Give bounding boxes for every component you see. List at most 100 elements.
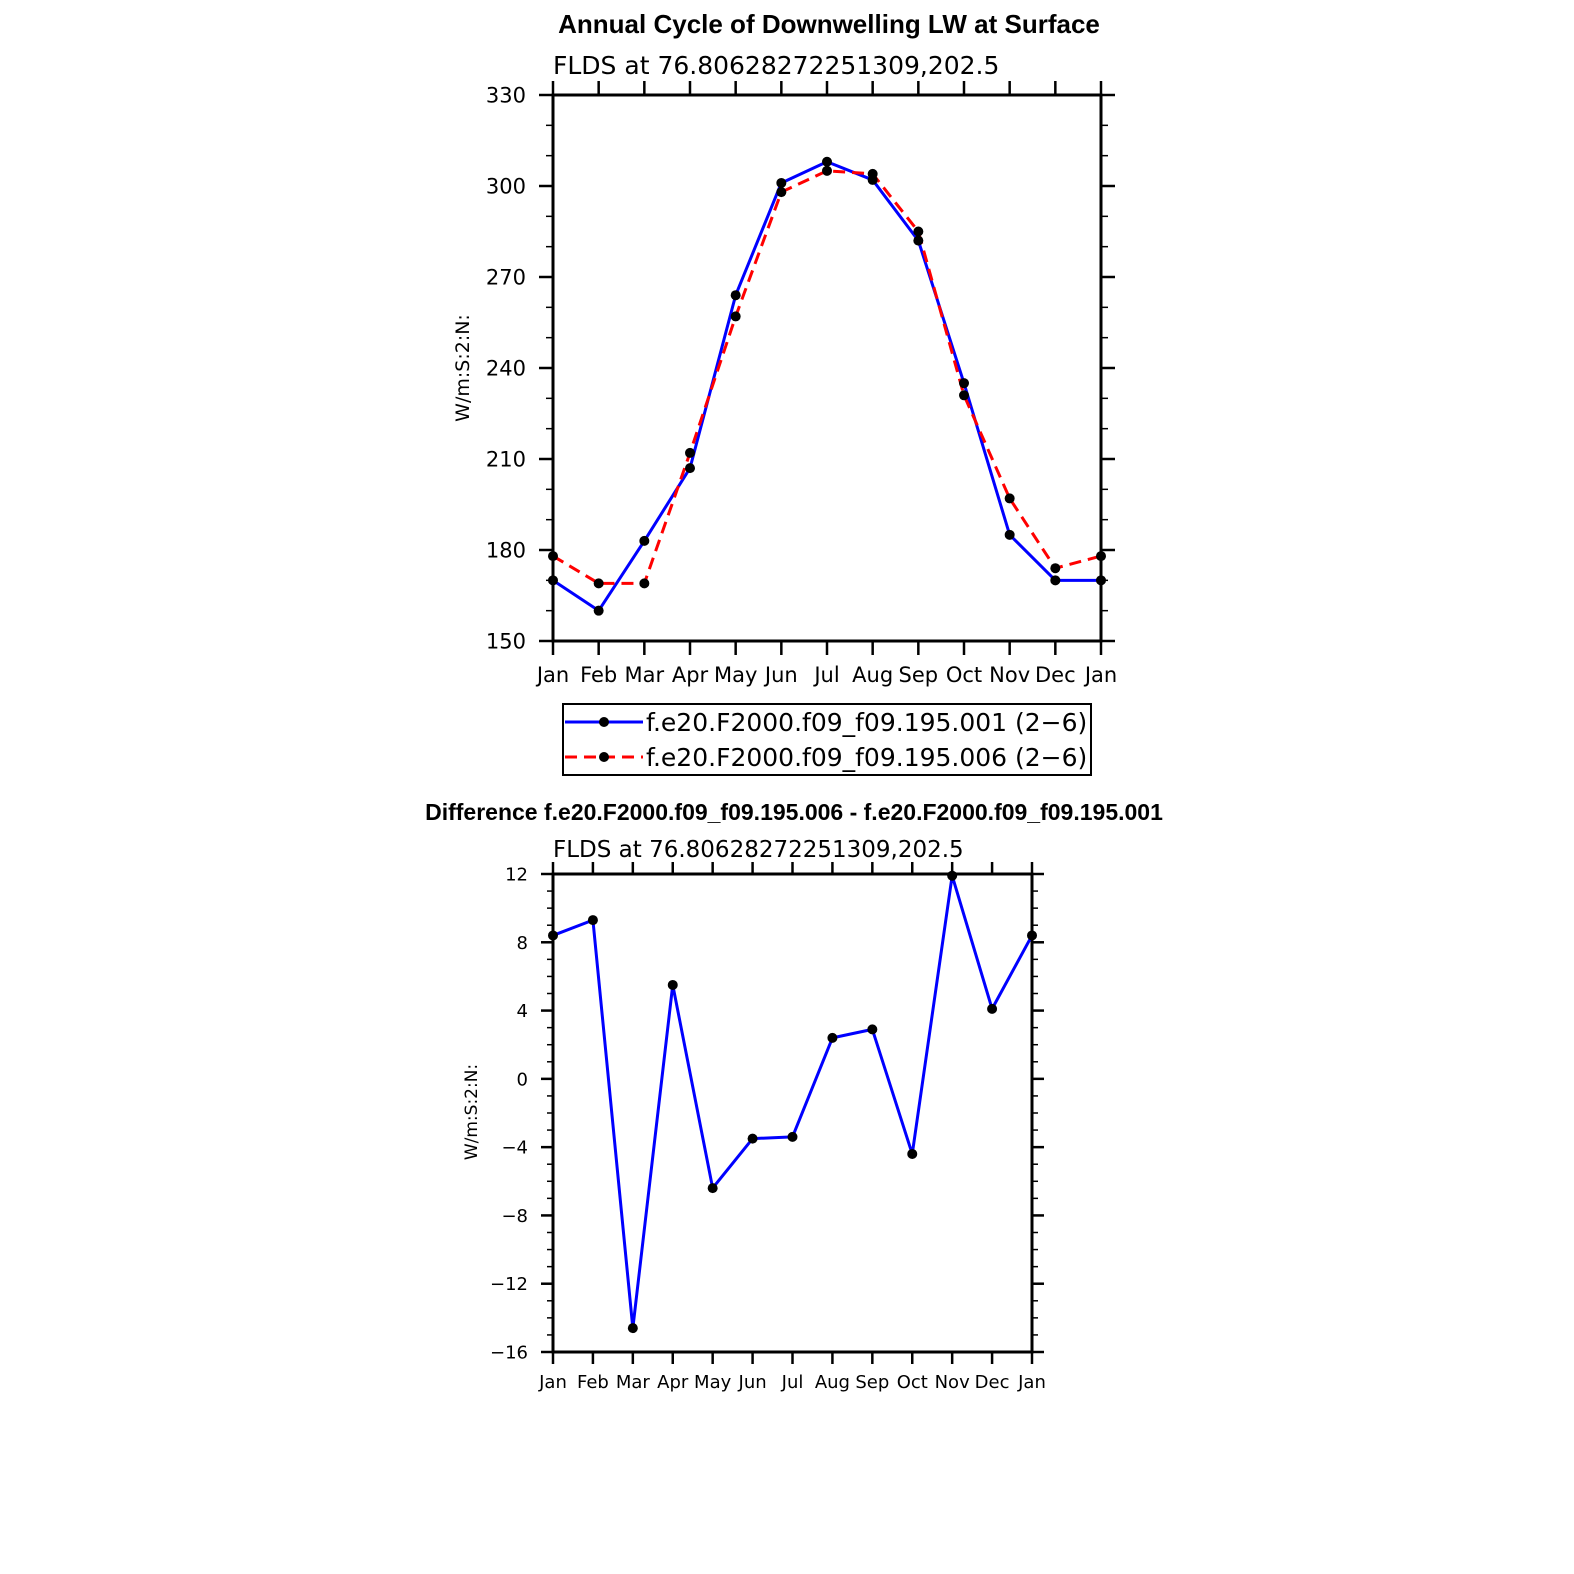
x-tick-label: Aug xyxy=(815,1372,850,1393)
x-tick-label: Jan xyxy=(538,1372,567,1393)
plot-frame xyxy=(551,93,1103,643)
data-point xyxy=(827,1032,838,1043)
y-tick-label: 12 xyxy=(505,864,528,885)
y-tick-label: 330 xyxy=(486,84,526,108)
data-point xyxy=(776,177,787,188)
x-tick-label: Jun xyxy=(738,1372,767,1393)
x-tick-label: Oct xyxy=(897,1372,928,1393)
y-axis-label: W/m:S:2:N: xyxy=(452,314,474,422)
difference-chart: Difference f.e20.F2000.f09_f09.195.006 -… xyxy=(425,799,1163,1393)
x-tick-label: Jul xyxy=(781,1372,804,1393)
legend-label-series-2: f.e20.F2000.f09_f09.195.006 (2−6) xyxy=(646,743,1087,772)
series-line-1 xyxy=(552,874,1034,1330)
data-point xyxy=(1027,930,1037,941)
y-tick-label: 180 xyxy=(486,539,526,563)
axes: Jan Feb Mar Apr May Jun Jul Aug Sep Oct Nov Dec Jan−… xyxy=(490,862,1046,1393)
x-tick-label: Sep xyxy=(855,1372,889,1393)
x-tick-label: Mar xyxy=(616,1372,651,1393)
data-point xyxy=(747,1133,758,1144)
y-tick-label: 300 xyxy=(486,175,526,199)
y-tick-label: −8 xyxy=(501,1206,528,1227)
y-tick-label: −16 xyxy=(490,1342,528,1363)
x-tick-label: Nov xyxy=(989,663,1030,687)
series-lines xyxy=(548,156,1106,616)
data-point xyxy=(639,535,650,546)
legend-marker-series-1 xyxy=(599,717,609,727)
y-tick-label: 0 xyxy=(517,1069,528,1090)
y-tick-label: 8 xyxy=(517,933,528,954)
data-point xyxy=(867,1024,878,1035)
series-line-1 xyxy=(552,160,1101,613)
data-point xyxy=(913,226,924,237)
legend: f.e20.F2000.f09_f09.195.001 (2−6) f.e20.… xyxy=(562,703,1092,776)
data-point xyxy=(776,187,787,198)
plot-frame xyxy=(551,872,1034,1354)
data-point xyxy=(867,168,878,179)
x-tick-label: Sep xyxy=(899,663,939,687)
annual-cycle-chart: Annual Cycle of Downwelling LW at Surfac… xyxy=(452,9,1117,776)
x-tick-label: May xyxy=(694,1372,732,1393)
data-point xyxy=(1004,529,1015,540)
y-tick-label: 4 xyxy=(517,1001,528,1022)
data-point xyxy=(787,1131,798,1142)
legend-marker-series-2 xyxy=(599,752,609,762)
x-tick-label: Dec xyxy=(975,1372,1010,1393)
chart-title: Annual Cycle of Downwelling LW at Surfac… xyxy=(558,9,1100,39)
data-point xyxy=(685,463,695,474)
data-point xyxy=(707,1183,718,1194)
y-tick-label: −12 xyxy=(490,1274,528,1295)
x-tick-label: Mar xyxy=(625,663,665,687)
data-point xyxy=(987,1003,998,1014)
data-point xyxy=(959,378,969,389)
data-point xyxy=(639,578,650,589)
x-tick-label: Feb xyxy=(580,663,617,687)
y-tick-label: 240 xyxy=(486,357,526,381)
x-tick-label: Jan xyxy=(535,663,569,687)
y-tick-label: 270 xyxy=(486,266,526,290)
x-tick-label: Nov xyxy=(935,1372,970,1393)
data-point xyxy=(913,235,924,246)
x-tick-label: Jul xyxy=(812,663,839,687)
y-axis-label: W/m:S:2:N: xyxy=(462,1064,482,1160)
x-tick-label: Apr xyxy=(672,663,709,687)
x-tick-label: Feb xyxy=(577,1372,609,1393)
legend-box xyxy=(562,703,1092,776)
x-tick-label: May xyxy=(714,663,757,687)
data-point xyxy=(627,1323,638,1334)
data-point xyxy=(1096,551,1106,562)
data-point xyxy=(548,930,558,941)
x-tick-label: Dec xyxy=(1035,663,1076,687)
data-point xyxy=(730,311,741,322)
data-point xyxy=(548,575,558,586)
x-tick-label: Jun xyxy=(763,663,798,687)
data-point xyxy=(685,447,695,458)
x-tick-label: Jan xyxy=(1017,1372,1046,1393)
data-point xyxy=(907,1148,918,1159)
data-point xyxy=(593,578,604,589)
data-point xyxy=(667,979,678,990)
data-point xyxy=(1050,563,1061,574)
data-point xyxy=(822,156,832,167)
data-point xyxy=(1096,575,1106,586)
data-point xyxy=(959,390,969,401)
x-tick-label: Aug xyxy=(852,663,893,687)
data-point xyxy=(730,290,741,301)
data-point xyxy=(548,551,558,562)
data-point xyxy=(587,915,598,926)
x-tick-label: Apr xyxy=(657,1372,689,1393)
x-tick-label: Oct xyxy=(946,663,982,687)
chart-subtitle: FLDS at 76.80628272251309,202.5 xyxy=(553,837,964,863)
axes: Jan Feb Mar Apr May Jun Jul Aug Sep Oct Nov Dec Jan 1… xyxy=(486,81,1117,687)
data-point xyxy=(1004,493,1015,504)
chart-title: Difference f.e20.F2000.f09_f09.195.006 -… xyxy=(425,799,1163,825)
data-point xyxy=(947,870,958,881)
legend-label-series-1: f.e20.F2000.f09_f09.195.001 (2−6) xyxy=(646,708,1087,737)
data-point xyxy=(1050,575,1061,586)
y-tick-label: 150 xyxy=(486,630,526,654)
series-lines xyxy=(548,870,1037,1334)
y-tick-label: 210 xyxy=(486,448,526,472)
data-point xyxy=(593,605,604,616)
chart-subtitle: FLDS at 76.80628272251309,202.5 xyxy=(553,51,999,80)
y-tick-label: −4 xyxy=(501,1138,528,1159)
